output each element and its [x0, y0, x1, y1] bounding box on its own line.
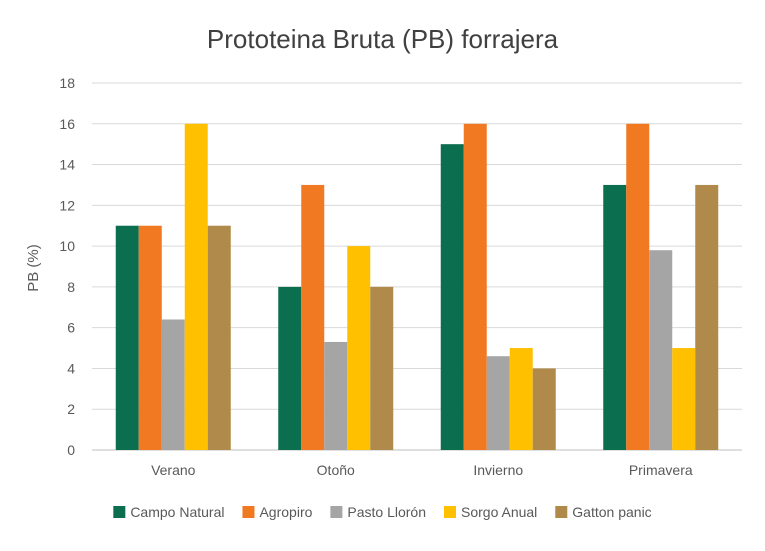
- y-tick-label: 0: [67, 442, 75, 458]
- y-axis-label: PB (%): [25, 244, 42, 292]
- legend-item: Campo Natural: [113, 504, 224, 520]
- bar: [324, 341, 348, 450]
- bar: [370, 286, 394, 450]
- bar: [509, 348, 533, 450]
- y-tick-label: 8: [67, 279, 75, 295]
- bar: [532, 368, 556, 450]
- legend-label: Campo Natural: [130, 504, 224, 520]
- y-tick-label: 6: [67, 320, 75, 336]
- y-tick-label: 2: [67, 401, 75, 417]
- x-tick-label: Verano: [151, 462, 196, 478]
- bar: [207, 225, 231, 450]
- bar: [672, 348, 696, 450]
- legend-swatch: [113, 506, 126, 518]
- legend-swatch: [330, 506, 343, 518]
- y-tick-label: 18: [59, 75, 75, 91]
- bar: [161, 319, 185, 450]
- y-tick-label: 10: [59, 238, 75, 254]
- chart-title: Prototeina Bruta (PB) forrajera: [206, 24, 559, 54]
- bar: [184, 123, 208, 451]
- bar: [347, 246, 371, 450]
- legend-item: Sorgo Anual: [444, 504, 537, 520]
- legend-swatch: [242, 506, 255, 518]
- legend-label: Sorgo Anual: [461, 504, 537, 520]
- bar: [138, 225, 162, 450]
- y-tick-label: 12: [59, 197, 75, 213]
- bar: [115, 225, 139, 450]
- x-tick-label: Primavera: [629, 462, 693, 478]
- legend-item: Pasto Llorón: [330, 504, 426, 520]
- legend-item: Gatton panic: [555, 504, 652, 520]
- legend-label: Pasto Llorón: [347, 504, 426, 520]
- bar: [278, 286, 302, 450]
- bar: [626, 123, 650, 451]
- y-tick-label: 16: [59, 116, 75, 132]
- x-tick-label: Invierno: [473, 462, 523, 478]
- bar: [649, 250, 673, 450]
- bar: [463, 123, 487, 451]
- legend-item: Agropiro: [242, 504, 313, 520]
- bar: [603, 184, 627, 450]
- bar: [301, 184, 325, 450]
- legend-swatch: [444, 506, 456, 518]
- legend-label: Gatton panic: [572, 504, 651, 520]
- bar: [695, 184, 719, 450]
- legend-swatch: [555, 506, 568, 518]
- legend-label: Agropiro: [259, 504, 312, 520]
- y-tick-label: 4: [67, 360, 75, 376]
- bar: [440, 144, 464, 450]
- y-tick-label: 14: [59, 157, 75, 173]
- x-tick-label: Otoño: [317, 462, 355, 478]
- bar: [486, 356, 510, 450]
